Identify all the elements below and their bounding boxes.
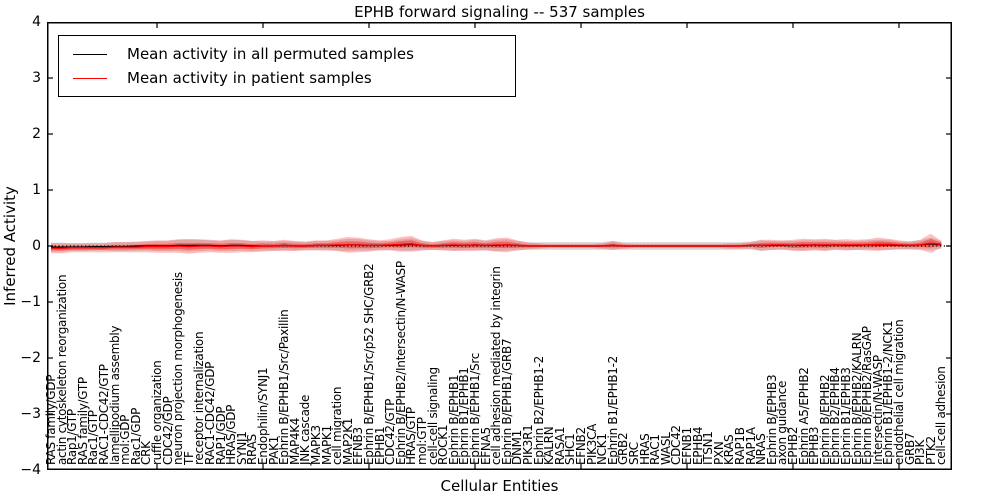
y-tick-label: −3 xyxy=(20,406,41,422)
y-tick-label: 3 xyxy=(32,70,41,86)
y-tick-label: −4 xyxy=(20,462,41,478)
x-category-label: neuron projection morphogenesis xyxy=(171,272,186,465)
legend-item-permuted: Mean activity in all permuted samples xyxy=(59,45,515,63)
y-tick-label: 1 xyxy=(32,182,41,198)
x-category-label: cell-cell adhesion xyxy=(934,366,949,465)
patient-samples-spread-inner-fill xyxy=(51,238,942,251)
legend: Mean activity in all permuted samples Me… xyxy=(58,35,516,97)
y-tick-label: 0 xyxy=(32,238,41,254)
patient-mean-line xyxy=(51,242,942,249)
permuted-samples-spread-fill xyxy=(51,237,942,252)
y-tick-label: −2 xyxy=(20,350,41,366)
permuted-mean-line xyxy=(51,243,942,248)
legend-label-patient: Mean activity in patient samples xyxy=(127,69,372,87)
legend-item-patient: Mean activity in patient samples xyxy=(59,69,515,87)
chart-title: EPHB forward signaling -- 537 samples xyxy=(354,3,645,21)
legend-line-sample-black xyxy=(73,53,107,55)
y-tick-label: 2 xyxy=(32,126,41,142)
y-tick-label: −1 xyxy=(20,294,41,310)
x-axis-label: Cellular Entities xyxy=(440,477,559,495)
legend-line-sample-red xyxy=(73,77,107,79)
patient-samples-spread-outer-fill xyxy=(51,233,942,254)
legend-label-permuted: Mean activity in all permuted samples xyxy=(127,45,414,63)
y-tick-label: 4 xyxy=(32,14,41,30)
